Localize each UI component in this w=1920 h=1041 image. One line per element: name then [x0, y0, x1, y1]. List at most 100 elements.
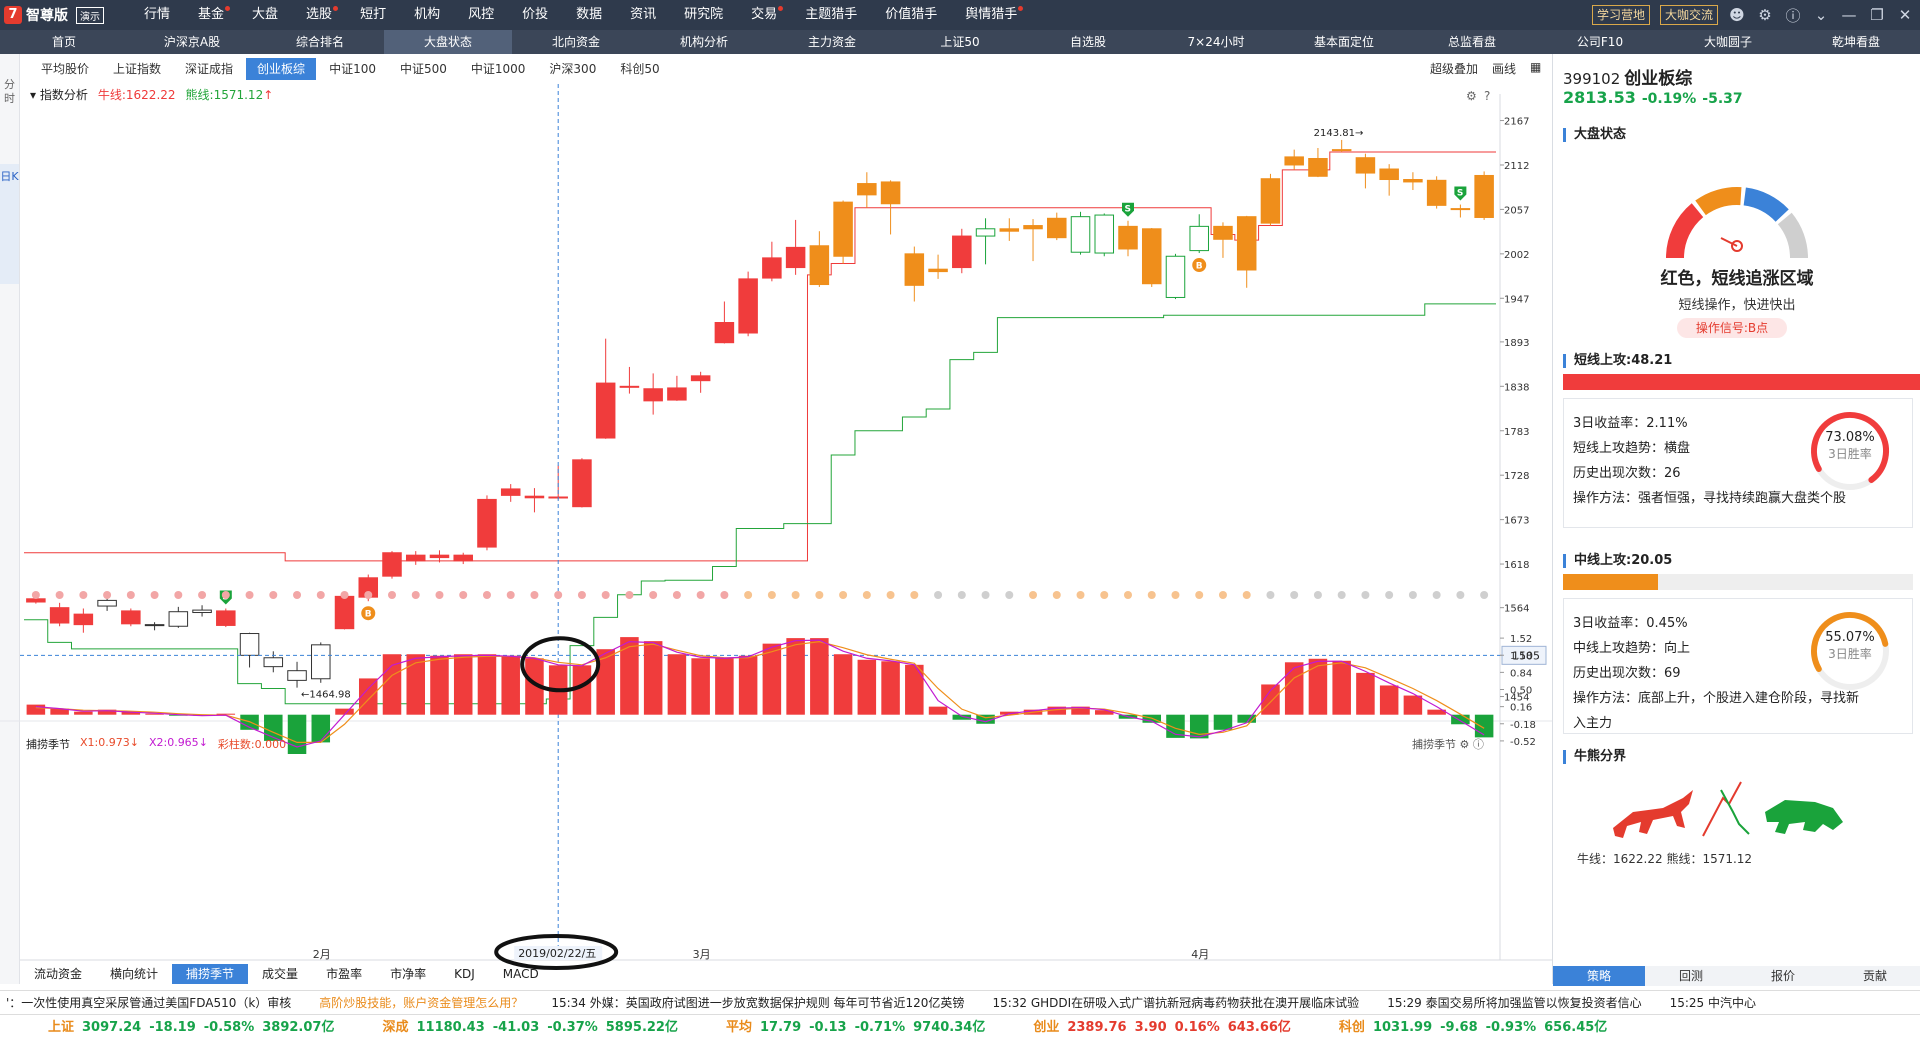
tab-intraday[interactable]: 分时	[4, 78, 15, 105]
title-right-tools: 学习营地 大咖交流 ☻ ⚙ ⓘ ⌄ — ❐ ✕	[1591, 0, 1914, 30]
index-quote[interactable]: 创业 2389.76 3.90 0.16% 643.66亿	[1033, 1015, 1299, 1040]
index-tab[interactable]: 上证指数	[113, 62, 162, 76]
quote-c: -41.03	[492, 1020, 540, 1035]
nav-tab[interactable]: 7×24小时	[1187, 35, 1245, 49]
nav-tab[interactable]: 北向资金	[551, 35, 600, 49]
nav-tab[interactable]: 自选股	[1069, 35, 1106, 49]
candle-body	[97, 599, 117, 607]
news-item[interactable]: 15:29 泰国交易所将加强监管以恢复投资者信心	[1387, 996, 1642, 1010]
super-overlay-button[interactable]: 超级叠加	[1430, 62, 1479, 76]
user-icon[interactable]: ☻	[1729, 6, 1745, 24]
index-tab[interactable]: 创业板综	[246, 58, 317, 80]
top-menu-item[interactable]: 交易	[737, 0, 791, 30]
status-dot	[815, 591, 824, 599]
indicator-tab[interactable]: 横向统计	[110, 967, 159, 981]
settings-icon[interactable]: ⚙	[1758, 6, 1772, 24]
index-tab[interactable]: 中证100	[329, 62, 376, 76]
nav-tab[interactable]: 总监看盘	[1447, 35, 1496, 49]
panel-tab[interactable]: 贡献	[1862, 969, 1887, 983]
nav-tab[interactable]: 首页	[51, 35, 76, 49]
indicator-tab[interactable]: KDJ	[454, 967, 475, 981]
close-icon[interactable]: ✕	[1898, 6, 1912, 24]
index-analysis-label[interactable]: ▾ 指数分析	[30, 88, 88, 102]
panel-tabs: 策略 回测 报价 贡献	[1553, 966, 1920, 986]
index-tab[interactable]: 深证成指	[185, 62, 234, 76]
nav-tab[interactable]: 公司F10	[1576, 35, 1624, 49]
indicator-bar	[928, 706, 948, 715]
nav-tab[interactable]: 上证50	[940, 35, 980, 49]
indicator-tab[interactable]: 流动资金	[34, 967, 83, 981]
buy-signal-label: B	[365, 610, 372, 620]
top-menu-item[interactable]: 价值猎手	[885, 7, 938, 22]
nav-tab[interactable]: 机构分析	[679, 35, 728, 49]
top-menu-item[interactable]: 大盘	[252, 7, 279, 22]
stat-line: 历史出现次数：26	[1573, 466, 1681, 481]
nav-tab[interactable]: 乾坤看盘	[1831, 35, 1880, 49]
nav-tab[interactable]: 沪深京A股	[163, 35, 221, 49]
index-quote[interactable]: 深成 11180.43 -41.03 -0.37% 5895.22亿	[382, 1015, 686, 1040]
nav-tab[interactable]: 主力资金	[807, 35, 856, 49]
restore-icon[interactable]: ❐	[1870, 6, 1884, 24]
index-quote[interactable]: 上证 3097.24 -18.19 -0.58% 3892.07亿	[48, 1015, 342, 1040]
top-menu-item[interactable]: 短打	[360, 7, 387, 22]
top-menu-item[interactable]: 数据	[576, 7, 603, 22]
nav-tab[interactable]: 基本面定位	[1313, 35, 1374, 49]
index-quote[interactable]: 科创 1031.99 -9.68 -0.93% 656.45亿	[1339, 1015, 1615, 1040]
indicator-info: 捕捞季节 X1:0.973↓ X2:0.965↓ 彩柱数:0.000	[26, 736, 286, 752]
index-tab[interactable]: 中证500	[399, 62, 447, 76]
stat-line: 操作方法：强者恒强，寻找持续跑赢大盘类个股	[1573, 491, 1847, 506]
learning-camp-button[interactable]: 学习营地	[1591, 5, 1650, 25]
top-menu-item[interactable]: 行情	[144, 7, 171, 22]
indicator-tab[interactable]: 市盈率	[326, 967, 363, 981]
top-menu-item[interactable]: 资讯	[630, 7, 657, 22]
indicator-tab[interactable]: 成交量	[262, 967, 299, 981]
indicator-bar	[477, 654, 497, 715]
status-dot	[1029, 591, 1038, 599]
kline-chart[interactable]: 2167 2112 2057 2002 1947 1893 1838 1783 1728 1673…	[0, 54, 1552, 984]
top-menu-item[interactable]: 价投	[522, 7, 549, 22]
top-menu-item[interactable]: 选股	[292, 0, 346, 30]
top-menu-item[interactable]: 风控	[468, 7, 495, 22]
tab-daily-k[interactable]: 日K	[0, 164, 19, 284]
status-dot	[1361, 591, 1370, 599]
top-menu-item[interactable]: 研究院	[684, 7, 724, 22]
panel-tab[interactable]: 策略	[1553, 966, 1645, 986]
top-menu-item[interactable]: 基金	[184, 0, 238, 30]
minimize-icon[interactable]: —	[1841, 6, 1857, 24]
index-tab[interactable]: 沪深300	[549, 62, 597, 76]
news-item[interactable]: 高阶炒股技能，账户资金管理怎么用？	[319, 996, 524, 1010]
nav-tab[interactable]: 大咖圆子	[1703, 35, 1752, 49]
layout-grid-icon[interactable]: ▦	[1530, 60, 1542, 74]
news-item[interactable]: 15:34 外媒：英国政府试图进一步放宽数据保护规则 每年可节省近120亿英镑	[551, 996, 965, 1010]
candle-body	[405, 554, 426, 562]
gauge-status: 红色，短线追涨区域	[1660, 269, 1814, 289]
indicator-tab[interactable]: 市净率	[390, 967, 427, 981]
index-tab[interactable]: 科创50	[620, 62, 660, 76]
nav-tab[interactable]: 大盘状态	[384, 30, 512, 54]
highlight-ellipse	[520, 636, 601, 693]
settings-icon: ⚙	[1459, 738, 1470, 751]
draw-line-button[interactable]: 画线	[1492, 62, 1517, 76]
status-dot	[1313, 591, 1322, 599]
index-tab[interactable]: 平均股价	[41, 62, 90, 76]
top-menu-item[interactable]: 主题猎手	[805, 7, 858, 22]
index-quote[interactable]: 平均 17.79 -0.13 -0.71% 9740.34亿	[726, 1015, 993, 1040]
indicator-tab[interactable]: MACD	[502, 967, 539, 981]
indicator-tab[interactable]: 捕捞季节	[172, 964, 249, 984]
news-item[interactable]: 15:32 GHDDI在研吸入式广谱抗新冠病毒药物获批在澳开展临床试验	[992, 996, 1360, 1010]
indicator-bar	[50, 708, 69, 715]
expert-exchange-button[interactable]: 大咖交流	[1659, 5, 1718, 25]
panel-tab[interactable]: 回测	[1678, 969, 1703, 983]
news-item[interactable]: 15:25 中汽中心	[1669, 996, 1756, 1010]
nav-tab[interactable]: 综合排名	[295, 35, 344, 49]
info-icon[interactable]: ⓘ	[1785, 6, 1801, 25]
index-tab[interactable]: 中证1000	[470, 62, 526, 76]
top-menu-item[interactable]: 舆情猎手	[951, 0, 1031, 30]
panel-tab[interactable]: 报价	[1770, 969, 1795, 983]
indicator-bar	[881, 661, 900, 715]
top-menu-item[interactable]: 机构	[414, 7, 441, 22]
news-item[interactable]: '：一次性使用真空采尿管通过美国FDA510（k）审核	[6, 996, 292, 1010]
chevron-down-icon[interactable]: ⌄	[1814, 6, 1828, 24]
status-dot	[1052, 591, 1061, 599]
candle-body	[144, 624, 165, 627]
